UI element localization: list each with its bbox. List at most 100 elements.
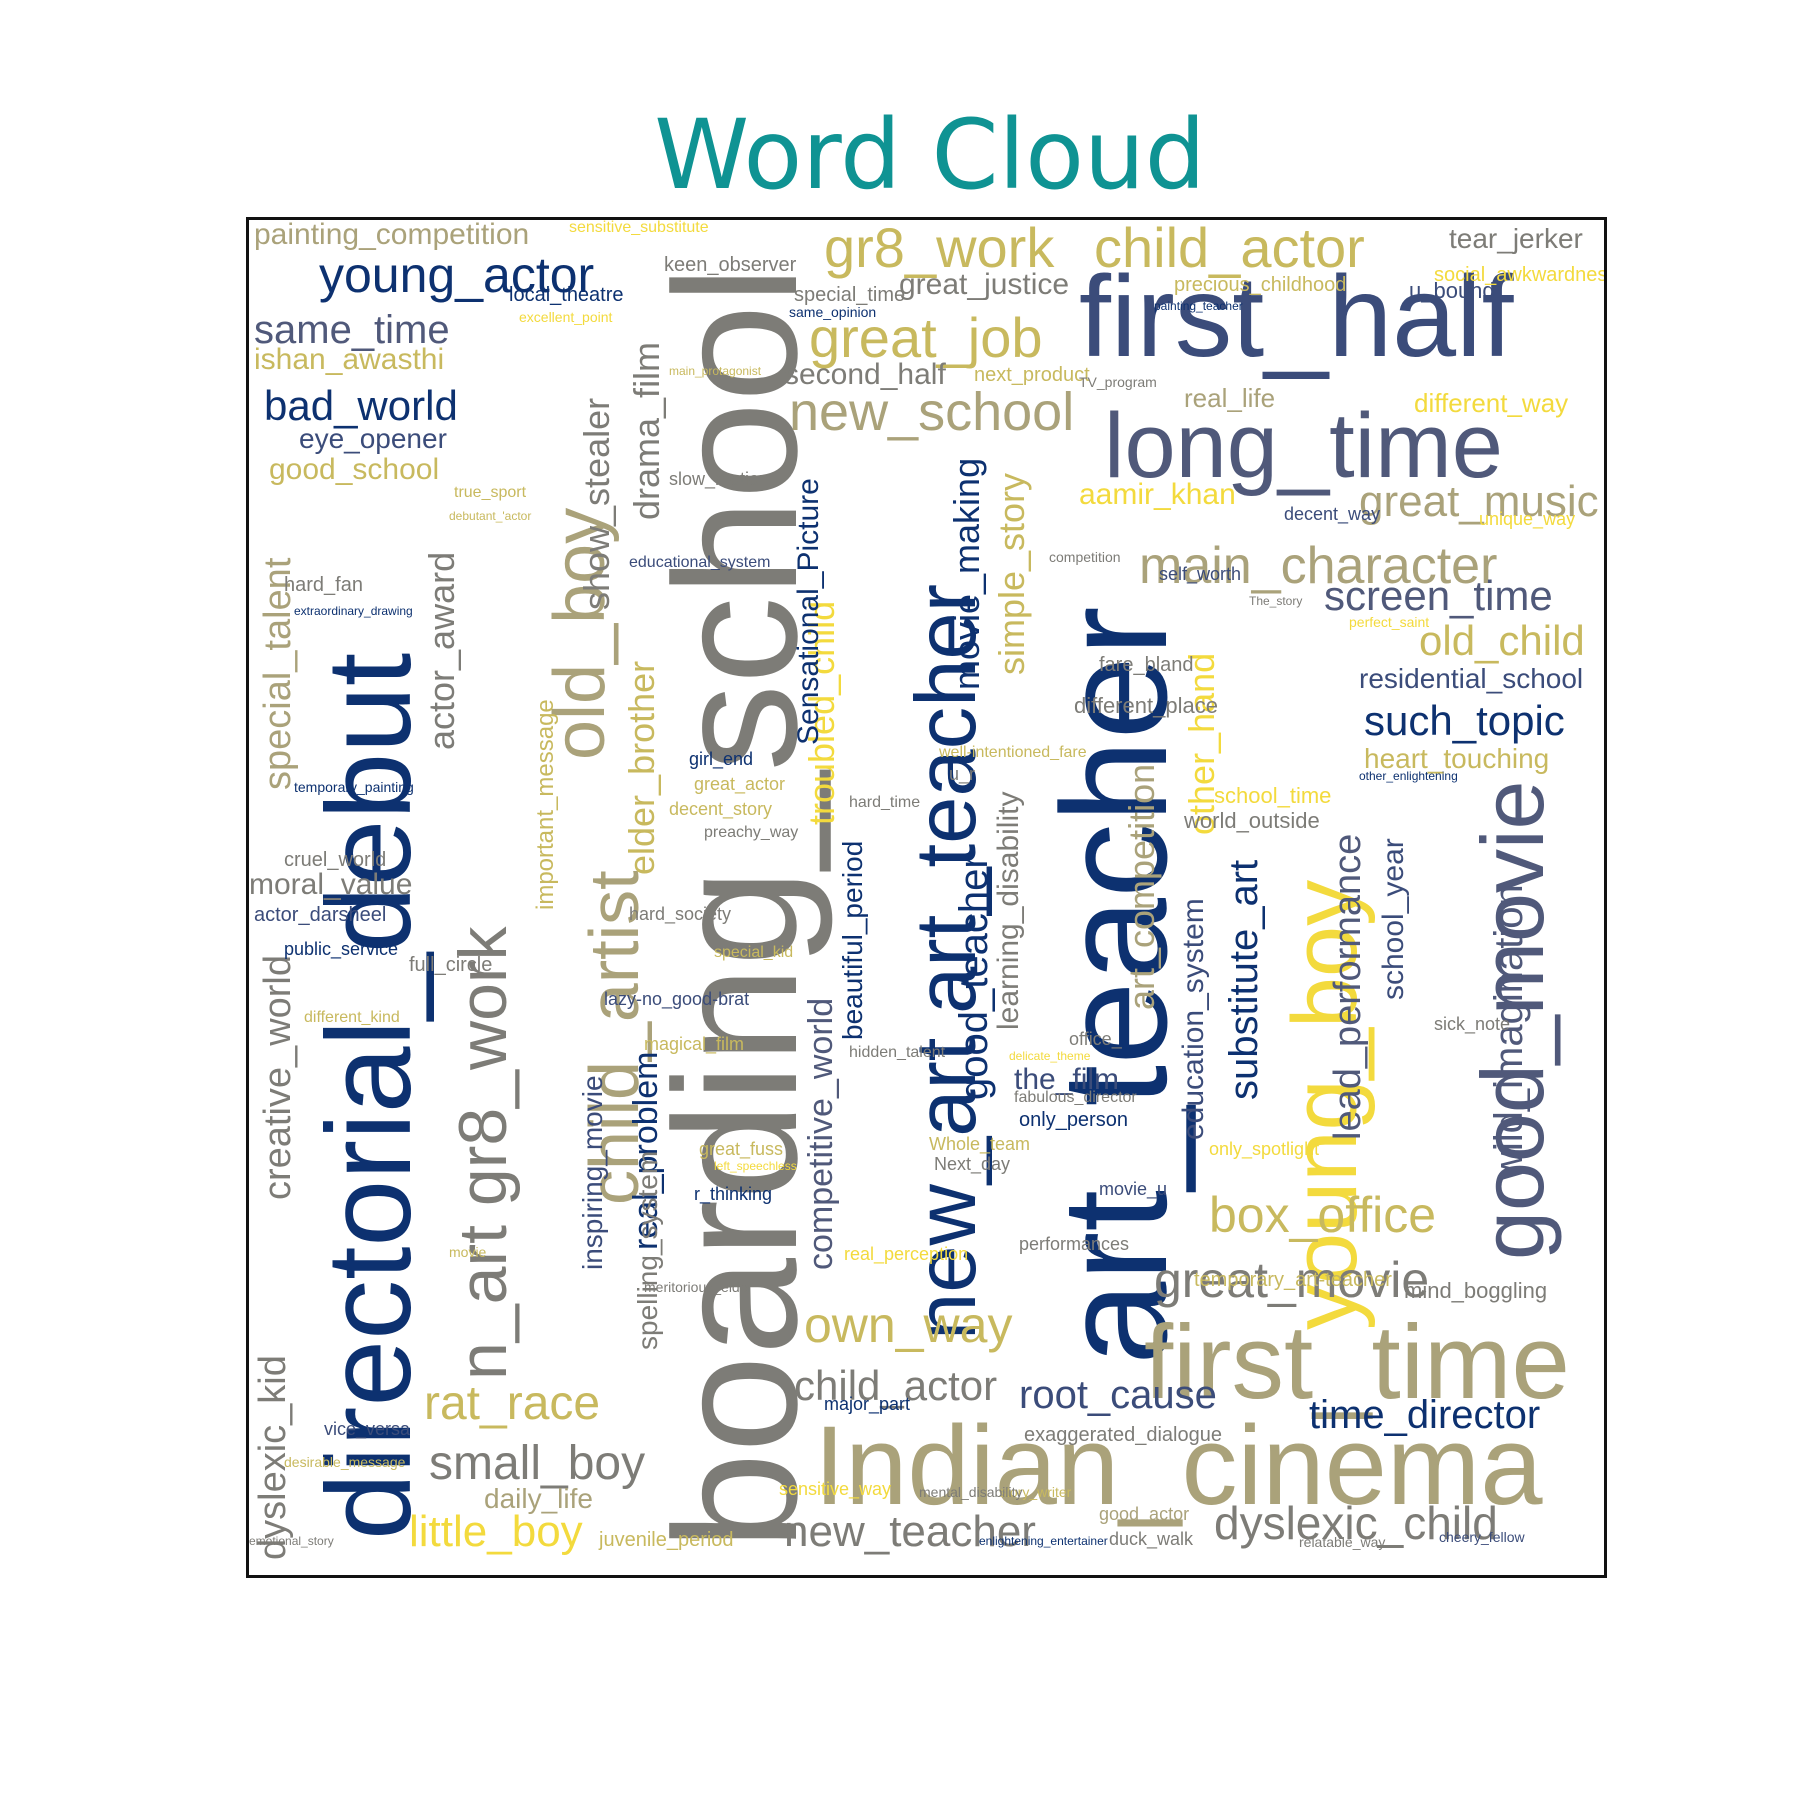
cloud-word: next_product xyxy=(974,364,1090,386)
cloud-word: juvenile_period xyxy=(599,1529,734,1551)
cloud-word: educational_system xyxy=(629,554,771,571)
cloud-word: beautiful_period xyxy=(837,840,868,1040)
cloud-word: social_awkwardness xyxy=(1434,264,1607,286)
cloud-word: sick_note xyxy=(1434,1014,1511,1034)
cloud-word: new_teacher xyxy=(784,1507,1036,1556)
cloud-word: painting_teacher xyxy=(1154,299,1243,313)
cloud-word: the_film xyxy=(1014,1063,1120,1096)
cloud-word: true_sport xyxy=(454,484,527,501)
cloud-word: such_topic xyxy=(1364,697,1565,744)
cloud-word: child_actor xyxy=(794,1362,998,1409)
cloud-word: hidden_talent xyxy=(849,1044,946,1061)
cloud-word: competition xyxy=(1049,549,1121,565)
cloud-word: u_bound xyxy=(1409,278,1495,303)
cloud-word: different_place xyxy=(1074,693,1218,718)
cloud-word: Whole_team xyxy=(929,1134,1031,1154)
cloud-word: great_actor xyxy=(694,774,786,794)
cloud-word: debutant_'actor xyxy=(449,509,532,523)
cloud-word: heart_touching xyxy=(1364,743,1550,774)
cloud-word: gr8_work xyxy=(824,217,1055,279)
cloud-word: full_circle xyxy=(409,954,493,976)
cloud-word: fabulous_director xyxy=(1014,1089,1137,1106)
cloud-word: bad_world xyxy=(264,382,458,429)
cloud-word: story_writer xyxy=(999,1484,1072,1500)
cloud-word: moral_value xyxy=(249,868,413,901)
cloud-word: time_director xyxy=(1309,1393,1541,1437)
cloud-word: meritorious_elder xyxy=(644,1279,753,1295)
cloud-word: screen_time xyxy=(1324,572,1553,619)
cloud-word: real_life xyxy=(1184,383,1276,413)
cloud-word: sensitive_substitute xyxy=(569,219,709,236)
cloud-word: first_half xyxy=(1079,253,1514,381)
cloud-word: hard_society xyxy=(629,904,732,924)
cloud-word: same_opinion xyxy=(789,304,877,320)
cloud-word: n_art gr8_work xyxy=(445,926,521,1380)
cloud-word: second_half xyxy=(784,358,946,391)
cloud-word: movie xyxy=(449,1244,487,1260)
cloud-word: tear_jerker xyxy=(1449,223,1583,254)
cloud-word: show_stealer xyxy=(576,397,617,610)
cloud-word: temporary_art-teacher xyxy=(1194,1269,1392,1291)
cloud-word: ishan_awasthi xyxy=(254,343,445,376)
cloud-word: same_time xyxy=(254,308,450,352)
cloud-word: painting_competition xyxy=(254,218,530,251)
cloud-word: actor_darsheel xyxy=(254,904,387,926)
cloud-word: extraordinary_drawing xyxy=(294,604,413,618)
cloud-word: other_enlightening xyxy=(1359,769,1458,783)
cloud-word: inspiring_movie xyxy=(577,1075,608,1270)
cloud-word: lazy-no_good-brat xyxy=(604,989,750,1009)
cloud-word: vice_versa xyxy=(324,1419,411,1439)
cloud-word: lead_performance xyxy=(1327,833,1369,1140)
cloud-word: preachy_way xyxy=(704,824,799,841)
cloud-word: decent_way xyxy=(1284,504,1381,524)
cloud-word: excellent_point xyxy=(519,309,613,325)
cloud-word: competitive_world xyxy=(802,997,840,1270)
cloud-word: sensitive_way xyxy=(779,1479,892,1499)
cloud-word: school_year xyxy=(1377,838,1410,1000)
cloud-word: duck_walk xyxy=(1109,1529,1194,1549)
cloud-word: good_school xyxy=(269,453,440,486)
cloud-word: movie_making xyxy=(946,457,987,690)
cloud-word: enlightening_entertainer xyxy=(979,1534,1108,1548)
cloud-word: great_music xyxy=(1359,477,1599,526)
cloud-word: desirable_message xyxy=(284,1454,406,1470)
cloud-word: small_boy xyxy=(429,1437,646,1490)
cloud-word: TV_program xyxy=(1079,374,1157,390)
cloud-word: temporary_painting xyxy=(294,779,414,795)
cloud-word: old_child xyxy=(1419,617,1585,664)
cloud-word: first_time xyxy=(1144,1304,1570,1421)
cloud-word: relatable_way xyxy=(1299,1534,1386,1550)
cloud-word: drama_film xyxy=(626,341,667,520)
cloud-word: left_speechless xyxy=(714,1159,797,1173)
cloud-word: Sensational_Picture xyxy=(792,478,825,745)
cloud-word: school_time xyxy=(1214,783,1332,808)
cloud-word: box_office xyxy=(1209,1187,1437,1243)
cloud-word: elder_brother xyxy=(621,660,662,875)
cloud-word: different_kind xyxy=(304,1009,400,1026)
cloud-word: exaggerated_dialogue xyxy=(1024,1424,1222,1446)
cloud-word: aamir_khan xyxy=(1079,478,1236,511)
cloud-word: Indian_cinema xyxy=(814,1403,1543,1528)
cloud-word: great_fuss xyxy=(699,1139,784,1159)
cloud-word: different_way xyxy=(1414,388,1569,418)
cloud-word: unique_way xyxy=(1479,509,1576,529)
cloud-word: learning_disability xyxy=(992,791,1025,1030)
cloud-word: cruel_world xyxy=(284,849,387,871)
cloud-word: public_service xyxy=(284,939,399,959)
cloud-word: slow_motion xyxy=(669,469,770,489)
cloud-word: great_movie xyxy=(1154,1252,1430,1308)
cloud-word: special_time xyxy=(794,284,906,306)
cloud-word: precious_childhood xyxy=(1174,274,1347,296)
cloud-word: main_protagonist xyxy=(669,364,762,378)
cloud-word: magical_film xyxy=(644,1034,745,1054)
cloud-word: girl_end xyxy=(689,749,754,769)
word-cloud-frame: boarding_school art_teacher directorial_de… xyxy=(246,217,1607,1578)
cloud-word: local_theatre xyxy=(509,284,624,306)
cloud-word: young_actor xyxy=(319,247,595,303)
cloud-word: hard_time xyxy=(849,794,921,811)
cloud-word: daily_life xyxy=(484,1483,593,1514)
cloud-word: well-intentioned_fare xyxy=(939,744,1087,761)
cloud-word: perfect_saint xyxy=(1349,614,1430,630)
cloud-word: long_time xyxy=(1104,395,1503,497)
cloud-word: major_part xyxy=(824,1394,911,1414)
